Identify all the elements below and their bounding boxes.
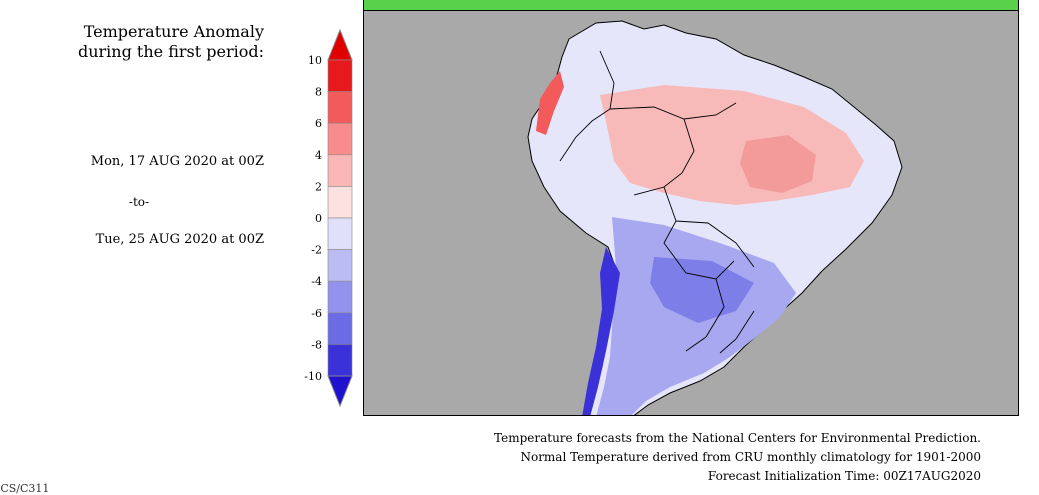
colorbar-bin [327, 280, 353, 314]
period-separator: -to- [128, 195, 150, 209]
colorbar-top-arrow [327, 28, 353, 61]
map-title: Temperature Anomaly during the first per… [14, 22, 264, 62]
credit-line-1: Temperature forecasts from the National … [494, 431, 981, 445]
colorbar-bottom-arrow [327, 375, 353, 408]
colorbar-tick-label: 8 [315, 86, 322, 99]
colorbar-tick-label: 4 [315, 149, 322, 162]
period-end: Tue, 25 AUG 2020 at 00Z [95, 232, 264, 247]
colorbar-tick-label: 10 [308, 54, 322, 67]
colorbar-bin [327, 59, 353, 92]
colorbar-tick-label: -6 [311, 307, 322, 320]
colorbar: 10 8 6 4 2 0 -2 -4 -6 -8 -10 [304, 28, 353, 408]
credit-line-2: Normal Temperature derived from CRU mont… [520, 450, 981, 464]
colorbar-bin [327, 249, 353, 282]
corner-label: ICS/C311 [0, 482, 50, 495]
credit-line-3: Forecast Initialization Time: 00Z17AUG20… [707, 469, 981, 483]
colorbar-tick-label: -2 [311, 244, 322, 257]
colorbar-labels: 10 8 6 4 2 0 -2 -4 -6 -8 -10 [304, 54, 322, 383]
warm-anomaly-core [740, 135, 816, 193]
colorbar-bin [327, 91, 353, 124]
colorbar-tick-label: -10 [304, 370, 322, 383]
country-borders [559, 50, 755, 354]
colorbar-tick-label: -4 [311, 275, 322, 288]
title-line-1: Temperature Anomaly [83, 22, 264, 41]
period-start: Mon, 17 AUG 2020 at 00Z [90, 154, 264, 169]
colorbar-bin [327, 122, 353, 156]
cool-anomaly-core [650, 257, 754, 323]
map-top-strip [363, 0, 1019, 10]
map-panel [363, 10, 1019, 416]
colorbar-tick-label: 2 [315, 180, 322, 193]
colorbar-bin [327, 217, 353, 250]
colorbar-bin [327, 186, 353, 219]
south-america-map [364, 11, 1018, 415]
colorbar-tick-label: 6 [315, 117, 322, 130]
andes-cold-strip [582, 247, 620, 415]
colorbar-tick-label: -8 [311, 338, 322, 351]
colorbar-tick-label: 0 [315, 212, 322, 225]
colorbar-bins [327, 28, 353, 408]
colorbar-bin [327, 344, 353, 377]
colorbar-bin [327, 312, 353, 345]
colorbar-bin [327, 154, 353, 187]
andes-north-warm [536, 71, 564, 135]
title-line-2: during the first period: [77, 42, 264, 61]
map-credits: Temperature forecasts from the National … [494, 429, 981, 486]
